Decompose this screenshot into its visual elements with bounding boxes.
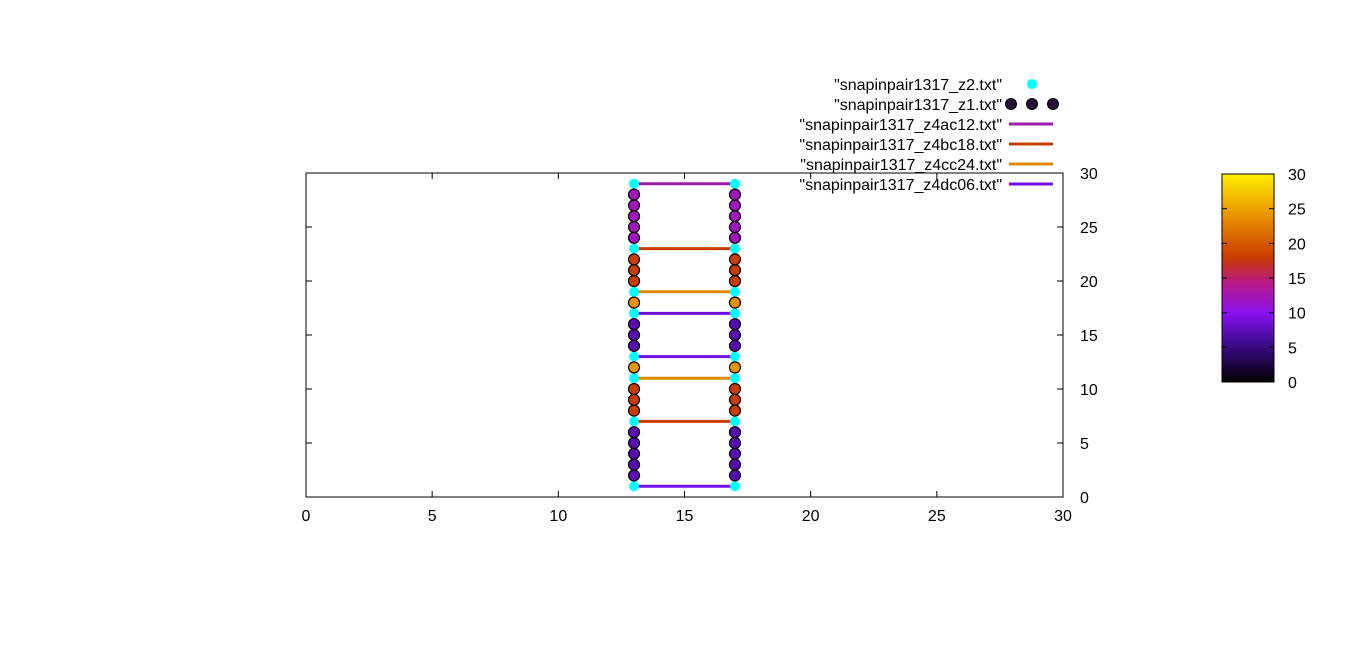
data-point xyxy=(728,447,742,460)
data-point xyxy=(627,382,641,396)
data-point xyxy=(627,361,641,374)
data-point xyxy=(627,436,641,450)
data-point xyxy=(729,243,740,254)
data-point xyxy=(728,188,742,201)
x-tick-label: 15 xyxy=(676,508,694,525)
y-tick-label: 30 xyxy=(1080,166,1098,183)
data-point xyxy=(627,296,641,309)
data-point xyxy=(629,308,640,319)
data-point xyxy=(729,373,740,384)
y-tick-label: 20 xyxy=(1080,274,1098,291)
data-point xyxy=(728,339,742,352)
data-point xyxy=(627,199,641,212)
data-point xyxy=(627,469,641,482)
colorbar-tick-label: 30 xyxy=(1288,167,1306,184)
x-tick-label: 5 xyxy=(428,508,437,525)
colorbar-tick-label: 10 xyxy=(1288,306,1306,323)
x-tick-label: 0 xyxy=(302,508,311,525)
data-point xyxy=(629,351,640,362)
y-tick-label: 15 xyxy=(1080,328,1098,345)
data-point xyxy=(629,178,640,189)
legend-marker xyxy=(1047,98,1059,110)
data-point xyxy=(629,373,640,384)
plot-frame xyxy=(305,172,1064,498)
y-tick-label: 10 xyxy=(1080,382,1098,399)
data-point xyxy=(629,481,640,492)
x-tick-label: 25 xyxy=(928,508,946,525)
data-point xyxy=(729,178,740,189)
y-tick-label: 5 xyxy=(1080,436,1089,453)
data-point xyxy=(728,318,742,331)
data-point xyxy=(627,393,641,406)
x-tick-label: 30 xyxy=(1054,508,1072,525)
data-point xyxy=(728,253,742,266)
legend-label: "snapinpair1317_z4bc18.txt" xyxy=(799,137,1002,154)
colorbar-tick-label: 20 xyxy=(1288,236,1306,253)
data-point xyxy=(627,339,641,352)
colorbar: 0 5 10 15 20 25 30 xyxy=(1221,167,1306,392)
data-point xyxy=(627,328,641,342)
data-point xyxy=(629,243,640,254)
x-axis: 0 5 10 15 20 25 30 xyxy=(302,173,1072,525)
data-point xyxy=(728,210,742,223)
data-point xyxy=(728,199,742,212)
data-point xyxy=(729,481,740,492)
data-point xyxy=(728,458,742,471)
data-point xyxy=(629,286,640,297)
data-point xyxy=(728,436,742,450)
legend-marker xyxy=(1026,98,1038,110)
data-point xyxy=(629,416,640,427)
data-point xyxy=(728,426,742,439)
data-point xyxy=(627,426,641,439)
data-point xyxy=(627,231,641,244)
data-point xyxy=(728,382,742,396)
colorbar-tick-label: 25 xyxy=(1288,202,1306,219)
y-tick-label: 0 xyxy=(1080,490,1089,507)
legend-label: "snapinpair1317_z2.txt" xyxy=(834,77,1002,94)
legend-marker xyxy=(1005,98,1017,110)
data-point xyxy=(627,458,641,471)
data-point xyxy=(729,416,740,427)
legend: "snapinpair1317_z2.txt" "snapinpair1317_z… xyxy=(799,77,1059,194)
legend-label: "snapinpair1317_z1.txt" xyxy=(834,97,1002,114)
data-point xyxy=(627,188,641,201)
data-point xyxy=(627,264,641,277)
data-point xyxy=(729,286,740,297)
data-point xyxy=(729,308,740,319)
colorbar-gradient xyxy=(1221,173,1275,383)
data-point xyxy=(627,447,641,460)
data-point xyxy=(728,220,742,234)
legend-marker xyxy=(1027,79,1037,89)
data-point xyxy=(728,393,742,406)
data-point xyxy=(627,220,641,234)
data-point xyxy=(627,318,641,331)
legend-label: "snapinpair1317_z4ac12.txt" xyxy=(799,117,1002,134)
data-point xyxy=(627,253,641,266)
data-point xyxy=(728,296,742,309)
y-axis: 0 5 10 15 20 25 30 xyxy=(306,166,1098,507)
legend-label: "snapinpair1317_z4cc24.txt" xyxy=(800,157,1002,174)
data-point xyxy=(728,361,742,374)
data-point xyxy=(627,404,641,417)
data-point xyxy=(728,328,742,342)
legend-label: "snapinpair1317_z4dc06.txt" xyxy=(799,177,1002,194)
data-point xyxy=(627,210,641,223)
plot-area: 0 5 10 15 20 25 30 0 5 10 15 20 25 30 xyxy=(302,166,1098,525)
data-point xyxy=(728,469,742,482)
data-point xyxy=(728,231,742,244)
data-point xyxy=(728,404,742,417)
x-tick-label: 20 xyxy=(802,508,820,525)
colorbar-tick-label: 5 xyxy=(1288,340,1297,357)
series-points xyxy=(627,178,742,492)
colorbar-tick-label: 15 xyxy=(1288,271,1306,288)
y-tick-label: 25 xyxy=(1080,220,1098,237)
data-point xyxy=(728,264,742,277)
data-point xyxy=(729,351,740,362)
data-point xyxy=(627,274,641,288)
colorbar-tick-label: 0 xyxy=(1288,375,1297,392)
x-tick-label: 10 xyxy=(549,508,567,525)
data-point xyxy=(728,274,742,288)
